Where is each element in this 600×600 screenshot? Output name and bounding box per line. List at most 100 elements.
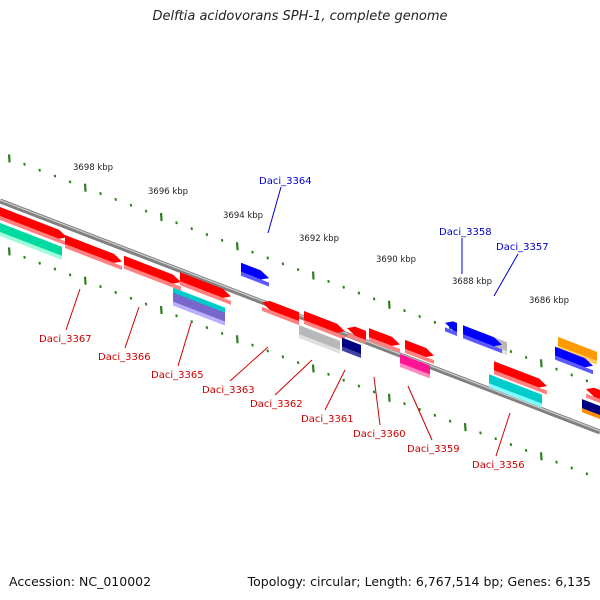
- upper-scale-tick: [311, 271, 315, 280]
- upper-scale-tick: [372, 297, 376, 301]
- upper-scale-tick: [144, 209, 148, 213]
- lower-scale-tick: [524, 448, 528, 452]
- gene-arrow-side: [369, 337, 400, 353]
- leader-line: [177, 322, 192, 367]
- gene-arrow-side: [0, 215, 67, 246]
- gene-label-reverse: Daci_3366: [98, 352, 151, 363]
- gene-arrow-face: [0, 222, 62, 256]
- upper-scale-tick: [175, 221, 178, 225]
- gene-arrow: [558, 336, 597, 365]
- upper-scale-tick: [266, 256, 269, 260]
- gene-arrow: [555, 346, 593, 375]
- gene-arrow-face: [489, 374, 542, 404]
- gene-arrow-face: [0, 206, 67, 239]
- gene-arrow: [0, 222, 62, 260]
- leader-line: [274, 359, 313, 396]
- lower-scale-tick: [403, 402, 406, 406]
- gene-arrow-side: [489, 383, 542, 408]
- upper-scale-tick: [53, 174, 57, 178]
- lower-scale-tick: [235, 335, 239, 344]
- gene-label-reverse: Daci_3356: [472, 460, 525, 471]
- gene-arrow-face: [241, 262, 269, 280]
- upper-scale-tick: [7, 154, 11, 163]
- gene-arrow: [65, 235, 122, 270]
- lower-scale-tick: [38, 261, 41, 265]
- lower-scale-tick: [479, 431, 482, 435]
- gene-arrow-face: [555, 346, 593, 368]
- gene-arrow-side: [299, 334, 340, 354]
- backbone-line: [0, 198, 600, 435]
- leader-line: [493, 253, 519, 297]
- gene-label-reverse: Daci_3363: [202, 385, 255, 396]
- gene-arrow-face: [463, 325, 502, 347]
- gene-arrow: [586, 387, 600, 403]
- scale-label: 3692 kbp: [299, 234, 339, 244]
- gene-arrow-face: [65, 235, 122, 263]
- gene-arrow-side: [65, 244, 122, 270]
- lower-scale-tick: [463, 422, 467, 432]
- upper-scale-tick: [38, 168, 41, 172]
- lower-scale-tick: [159, 305, 163, 315]
- gene-arrow-side: [400, 363, 430, 379]
- lower-scale-tick: [555, 460, 558, 464]
- lower-scale-tick: [433, 413, 437, 417]
- gene-arrow-face: [494, 361, 547, 388]
- gene-arrow-side: [555, 355, 593, 375]
- gene-arrow: [299, 325, 340, 354]
- gene-arrow: [400, 354, 430, 379]
- gene-arrow-side: [342, 346, 361, 358]
- scale-label: 3698 kbp: [73, 163, 113, 173]
- gene-arrow-face: [586, 387, 600, 399]
- lower-scale-tick: [7, 247, 11, 256]
- lower-scale-tick: [570, 466, 573, 470]
- upper-scale-tick: [23, 162, 26, 166]
- genome-backbone: [0, 198, 600, 435]
- lower-scale-tick: [83, 276, 87, 285]
- gene-arrow: [347, 326, 366, 344]
- gene-arrow-face: [304, 311, 345, 333]
- gene-arrow-face: [262, 300, 299, 322]
- gene-arrow-face: [582, 399, 600, 415]
- gene-label-forward: Daci_3358: [439, 227, 492, 238]
- gene-arrow-face: [369, 328, 400, 346]
- gene-label-forward: Daci_3357: [496, 242, 549, 253]
- gene-arrow: [463, 325, 502, 354]
- lower-scale-tick: [539, 452, 543, 461]
- lower-scale-tick: [372, 390, 376, 394]
- upper-scale-tick: [205, 233, 209, 237]
- lower-scale-tick: [281, 355, 285, 359]
- upper-scale-tick: [524, 355, 528, 359]
- gene-arrow-side: [445, 327, 457, 336]
- gene-arrow-side: [241, 271, 269, 287]
- leader-line: [324, 369, 346, 411]
- gene-arrow-face: [558, 336, 597, 361]
- upper-scale-tick: [68, 180, 72, 184]
- lower-scale-tick: [23, 255, 26, 259]
- lower-scale-tick: [99, 285, 102, 289]
- gene-label-reverse: Daci_3360: [353, 429, 406, 440]
- gene-label-reverse: Daci_3361: [301, 414, 354, 425]
- lower-scale-tick: [342, 378, 345, 382]
- lower-scale-tick: [418, 407, 421, 411]
- lower-scale-tick: [311, 364, 315, 373]
- scale-labels: 3698 kbp 3696 kbp 3694 kbp 3692 kbp 3690 kbp…: [73, 163, 569, 306]
- gene-arrows: [0, 206, 600, 419]
- gene-arrow-face: [299, 325, 340, 350]
- gene-arrow-face: [445, 321, 457, 332]
- lower-scale-tick: [266, 349, 269, 353]
- lower-scale-tick: [144, 302, 148, 306]
- gene-arrow: [489, 374, 542, 408]
- upper-scale-tick: [357, 291, 361, 295]
- gene-arrow: [124, 255, 181, 291]
- backbone-highlight: [0, 199, 600, 432]
- upper-scale-tick: [585, 379, 589, 383]
- leader-line: [373, 376, 381, 426]
- lower-scale-tick: [494, 437, 497, 441]
- upper-scale-tick: [251, 250, 254, 254]
- gene-label-reverse: Daci_3365: [151, 370, 204, 381]
- upper-scale-tick: [114, 197, 117, 201]
- gene-arrow-side: [124, 264, 181, 291]
- upper-scale-tick: [296, 268, 300, 272]
- gene-arrow-side: [494, 370, 547, 395]
